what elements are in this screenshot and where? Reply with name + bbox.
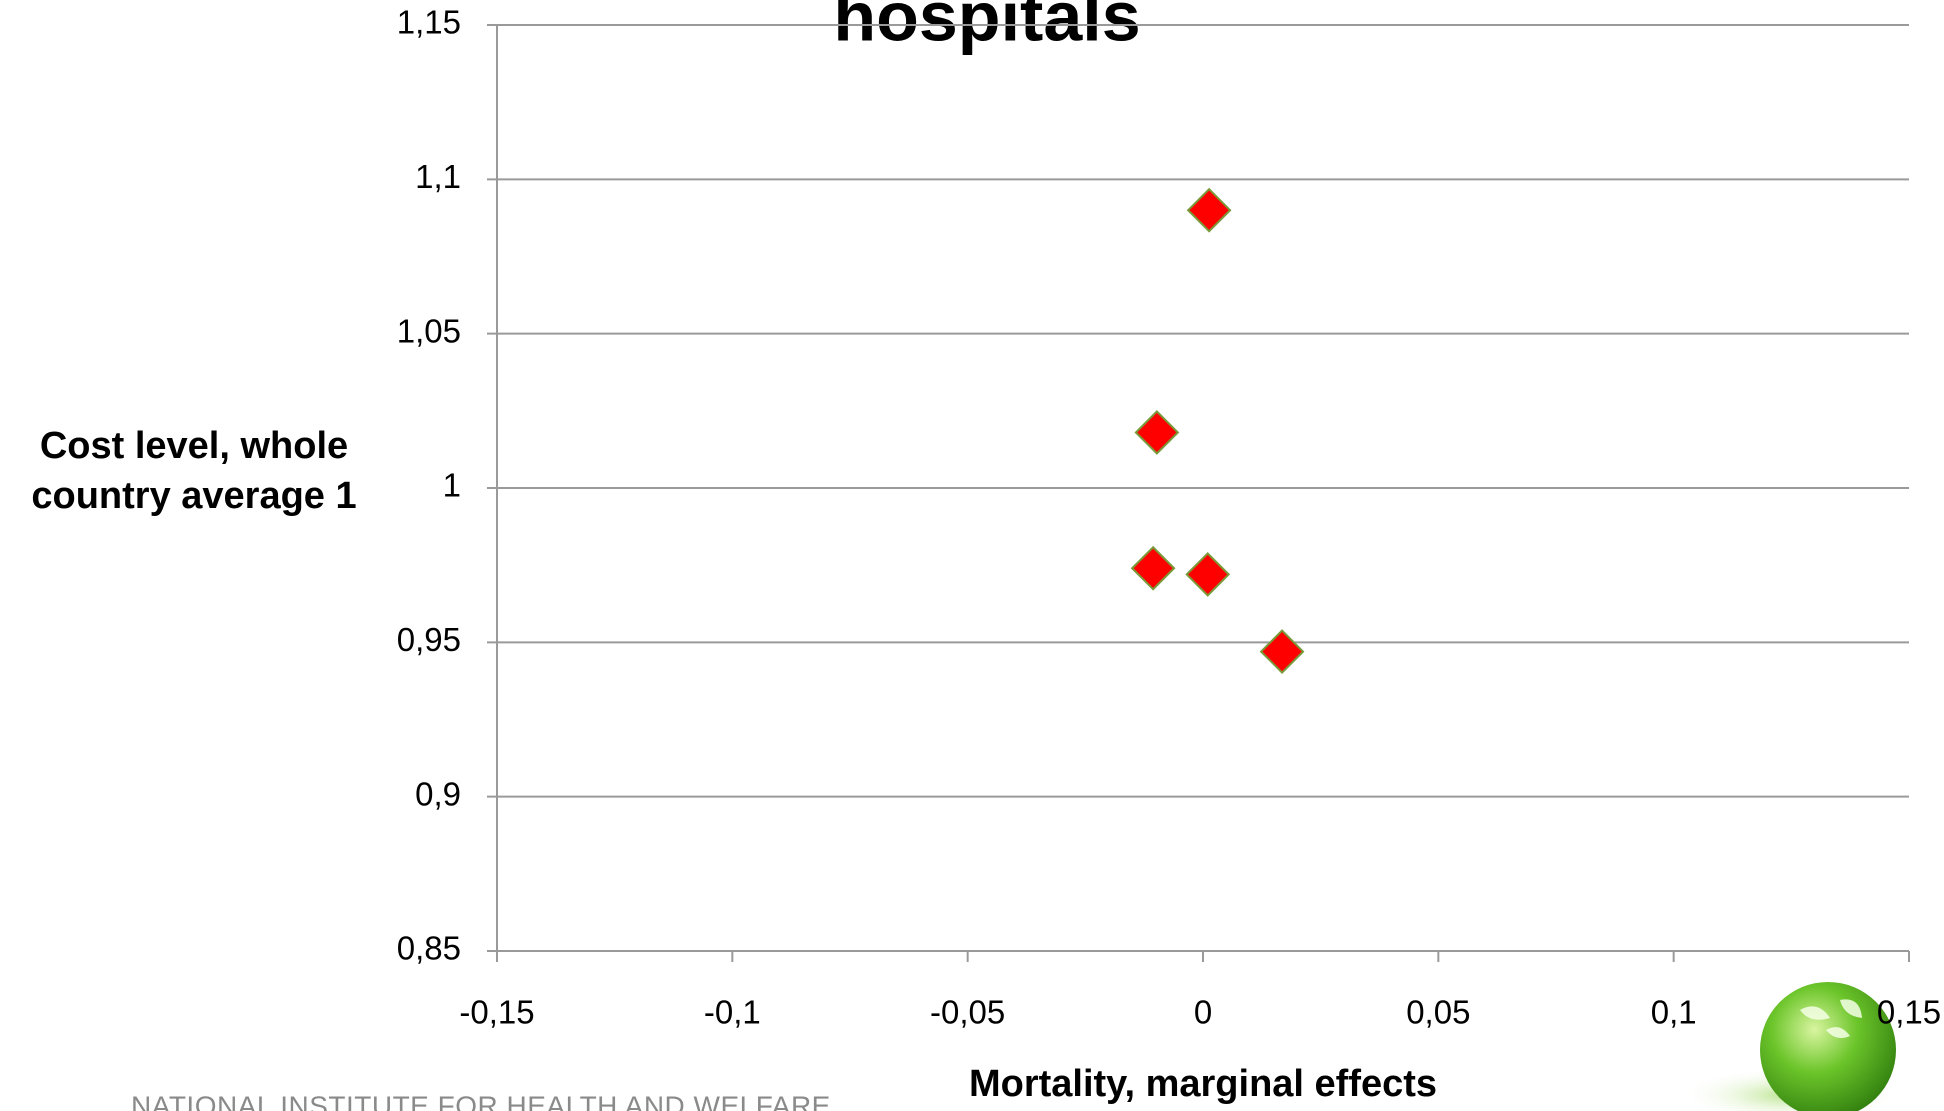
y-tick-label: 1,05	[397, 312, 461, 349]
logo-leaves	[1800, 999, 1862, 1038]
y-tick-label: 1	[443, 467, 461, 504]
y-axis-label: Cost level, whole country average 1	[31, 425, 356, 517]
point	[1259, 629, 1305, 675]
point	[1185, 552, 1231, 597]
point	[1186, 187, 1232, 233]
x-tick-label: 0,1	[1651, 994, 1697, 1031]
x-tick-label: -0,15	[459, 994, 534, 1031]
logo	[1760, 982, 1896, 1111]
y-tick-label: 1,1	[415, 158, 461, 195]
footer: NATIONAL INSTITUTE FOR HEALTH AND WELFAR…	[131, 1090, 831, 1111]
point	[1130, 545, 1176, 591]
y-tick-label: 1,15	[397, 4, 461, 41]
x-tick-label: 0	[1194, 994, 1212, 1031]
x-tick-label: -0,05	[930, 994, 1005, 1031]
point	[1134, 410, 1180, 455]
x-axis-label: Mortality, marginal effects	[969, 1063, 1437, 1105]
x-tick-label: -0,1	[704, 994, 761, 1031]
chart-title: hospitals	[833, 0, 1140, 55]
y-tick-label: 0,9	[415, 775, 461, 812]
x-tick-label: 0,15	[1877, 994, 1941, 1031]
y-tick-label: 0,85	[397, 930, 461, 967]
x-tick-label: 0,05	[1406, 994, 1470, 1031]
y-tick-label: 0,95	[397, 621, 461, 658]
